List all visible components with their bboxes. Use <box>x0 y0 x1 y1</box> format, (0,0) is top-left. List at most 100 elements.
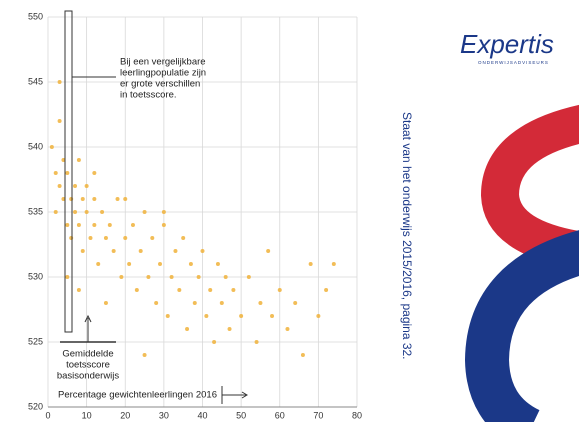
arrow-head <box>241 391 248 399</box>
point <box>69 197 74 201</box>
point <box>173 249 178 253</box>
point <box>192 301 197 305</box>
point <box>107 223 112 227</box>
point <box>215 262 220 266</box>
point <box>316 314 321 318</box>
y-tick-label: 550 <box>28 11 43 21</box>
x-tick-label: 30 <box>159 410 169 420</box>
logo-tagline: ONDERWIJSADVISEURS <box>478 60 549 65</box>
blue-arc <box>464 230 579 427</box>
x-tick-label: 80 <box>352 410 362 420</box>
side-note: Staat van het onderwijs 2015/2016, pagin… <box>400 112 414 360</box>
point <box>169 275 174 279</box>
point <box>53 210 58 214</box>
point <box>49 145 54 149</box>
point <box>208 288 213 292</box>
point <box>111 249 116 253</box>
point <box>146 275 151 279</box>
point <box>103 301 108 305</box>
logo-name: Expertis <box>460 29 554 59</box>
point <box>246 275 251 279</box>
point <box>57 119 62 123</box>
point <box>161 223 166 227</box>
point <box>138 249 143 253</box>
point <box>266 249 271 253</box>
point <box>76 158 81 162</box>
x-tick-label: 10 <box>82 410 92 420</box>
point <box>308 262 313 266</box>
y-tick-label: 545 <box>28 76 43 86</box>
point <box>204 314 209 318</box>
point <box>258 301 263 305</box>
point <box>92 171 97 175</box>
point <box>219 301 224 305</box>
point <box>158 262 163 266</box>
y-tick-label: 535 <box>28 206 43 216</box>
y-tick-label: 540 <box>28 141 43 151</box>
point <box>134 288 139 292</box>
annotation: in toetsscore. <box>120 90 177 101</box>
point <box>293 301 298 305</box>
point <box>177 288 182 292</box>
point <box>223 275 228 279</box>
point <box>142 353 147 357</box>
point <box>150 236 155 240</box>
point <box>285 327 290 331</box>
plot: 520 525 530 535 540 545 550 0 10 20 30 40 50 60 70 80 <box>28 11 362 420</box>
point <box>92 223 97 227</box>
point <box>84 210 89 214</box>
point <box>103 236 108 240</box>
point <box>61 197 66 201</box>
point <box>196 275 201 279</box>
point <box>65 223 70 227</box>
point <box>57 80 62 84</box>
point <box>65 171 70 175</box>
point <box>154 301 159 305</box>
point <box>53 171 58 175</box>
annotation: basisonderwijs <box>57 371 120 382</box>
point <box>161 210 166 214</box>
point <box>73 210 78 214</box>
x-tick-label: 70 <box>313 410 323 420</box>
point <box>231 288 236 292</box>
point <box>239 314 244 318</box>
point <box>92 197 97 201</box>
point <box>130 223 135 227</box>
point <box>200 249 205 253</box>
arrow-head <box>84 314 92 323</box>
point <box>188 262 193 266</box>
point <box>65 275 70 279</box>
annotation: Percentage gewichtenleerlingen 2016 <box>58 390 217 401</box>
point <box>119 275 124 279</box>
point <box>73 184 78 188</box>
red-arc <box>480 105 579 270</box>
point <box>76 223 81 227</box>
annotation: leerlingpopulatie zijn <box>120 68 206 79</box>
point <box>300 353 305 357</box>
annotation: Gemiddelde <box>62 349 113 360</box>
point <box>100 210 105 214</box>
y-tick-label: 530 <box>28 271 43 281</box>
point <box>115 197 120 201</box>
point <box>227 327 232 331</box>
point <box>123 197 128 201</box>
y-tick-label: 525 <box>28 336 43 346</box>
point <box>165 314 170 318</box>
x-tick-label: 50 <box>236 410 246 420</box>
x-tick-label: 20 <box>120 410 130 420</box>
y-tick-label: 520 <box>28 401 43 411</box>
point <box>123 236 128 240</box>
point <box>96 262 101 266</box>
point <box>69 236 74 240</box>
point <box>181 236 186 240</box>
point <box>331 262 336 266</box>
annotation: toetsscore <box>66 360 110 371</box>
point <box>277 288 282 292</box>
x-tick-label: 0 <box>45 410 50 420</box>
point <box>76 288 81 292</box>
point <box>61 158 66 162</box>
point <box>270 314 275 318</box>
x-tick-label: 40 <box>197 410 207 420</box>
point <box>80 197 85 201</box>
